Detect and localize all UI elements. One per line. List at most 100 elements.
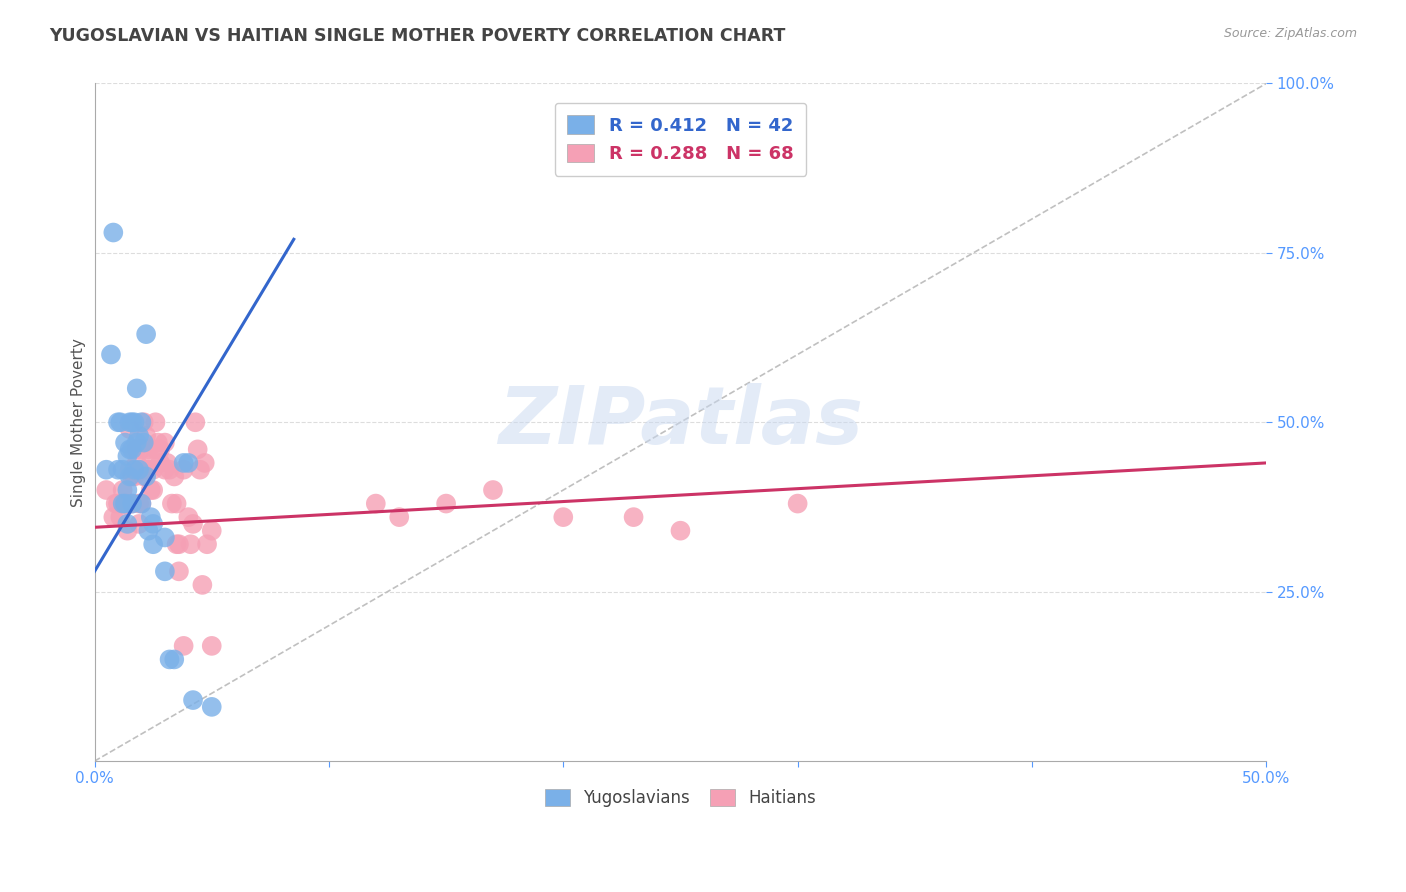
Point (167, 565, 190, 579)
Point (139, 456, 162, 470)
Point (103, 226, 125, 240)
Point (159, 463, 181, 477)
Point (173, 463, 195, 477)
Point (104, 497, 127, 511)
Point (128, 497, 150, 511)
Point (145, 442, 167, 457)
Point (786, 497, 808, 511)
Point (114, 497, 136, 511)
Point (135, 429, 157, 443)
Point (111, 483, 134, 497)
Point (118, 442, 141, 457)
Point (110, 510, 132, 524)
Y-axis label: Single Mother Poverty: Single Mother Poverty (72, 338, 86, 507)
Text: ZIPatlas: ZIPatlas (498, 384, 863, 461)
Point (107, 415, 129, 429)
Point (125, 456, 148, 470)
Point (201, 699, 224, 714)
Point (100, 347, 122, 361)
Point (124, 415, 146, 429)
Point (128, 516, 150, 531)
Point (149, 442, 172, 457)
Point (191, 578, 214, 592)
Point (149, 456, 172, 470)
Point (142, 483, 165, 497)
Point (128, 429, 150, 443)
Point (131, 415, 153, 429)
Point (139, 510, 162, 524)
Point (117, 524, 139, 538)
Point (153, 463, 176, 477)
Point (173, 639, 195, 653)
Point (96, 463, 118, 477)
Point (159, 652, 181, 666)
Point (121, 415, 143, 429)
Point (117, 516, 139, 531)
Point (142, 463, 165, 477)
Point (124, 442, 146, 457)
Point (111, 463, 134, 477)
Point (128, 463, 150, 477)
Point (124, 463, 146, 477)
Point (153, 435, 176, 450)
Point (166, 537, 188, 551)
Point (118, 469, 141, 483)
Text: YUGOSLAVIAN VS HAITIAN SINGLE MOTHER POVERTY CORRELATION CHART: YUGOSLAVIAN VS HAITIAN SINGLE MOTHER POV… (49, 27, 786, 45)
Point (482, 483, 505, 497)
Point (160, 497, 183, 511)
Point (434, 497, 457, 511)
Point (114, 435, 136, 450)
Point (623, 510, 645, 524)
Point (135, 463, 157, 477)
Point (163, 652, 186, 666)
Point (103, 510, 125, 524)
Point (117, 497, 139, 511)
Point (107, 497, 129, 511)
Point (388, 510, 411, 524)
Point (131, 497, 153, 511)
Point (96, 483, 118, 497)
Point (121, 442, 143, 457)
Point (142, 537, 165, 551)
Point (135, 469, 157, 483)
Point (173, 456, 195, 470)
Point (181, 693, 204, 707)
Point (118, 463, 141, 477)
Point (121, 469, 143, 483)
Text: Source: ZipAtlas.com: Source: ZipAtlas.com (1223, 27, 1357, 40)
Point (131, 463, 153, 477)
Point (131, 442, 153, 457)
Point (125, 381, 148, 395)
Point (110, 415, 132, 429)
Point (118, 422, 141, 436)
Point (167, 537, 190, 551)
Point (139, 483, 162, 497)
Point (124, 469, 146, 483)
Point (131, 497, 153, 511)
Legend: Yugoslavians, Haitians: Yugoslavians, Haitians (538, 782, 823, 814)
Point (142, 516, 165, 531)
Point (132, 435, 155, 450)
Point (145, 415, 167, 429)
Point (121, 497, 143, 511)
Point (181, 516, 204, 531)
Point (135, 327, 157, 342)
Point (138, 442, 160, 457)
Point (111, 497, 134, 511)
Point (132, 469, 155, 483)
Point (125, 435, 148, 450)
Point (184, 415, 207, 429)
Point (153, 565, 176, 579)
Point (187, 442, 209, 457)
Point (163, 469, 186, 483)
Point (132, 415, 155, 429)
Point (177, 510, 200, 524)
Point (117, 449, 139, 463)
Point (201, 524, 224, 538)
Point (118, 415, 141, 429)
Point (194, 456, 217, 470)
Point (153, 531, 176, 545)
Point (146, 435, 169, 450)
Point (114, 497, 136, 511)
Point (107, 463, 129, 477)
